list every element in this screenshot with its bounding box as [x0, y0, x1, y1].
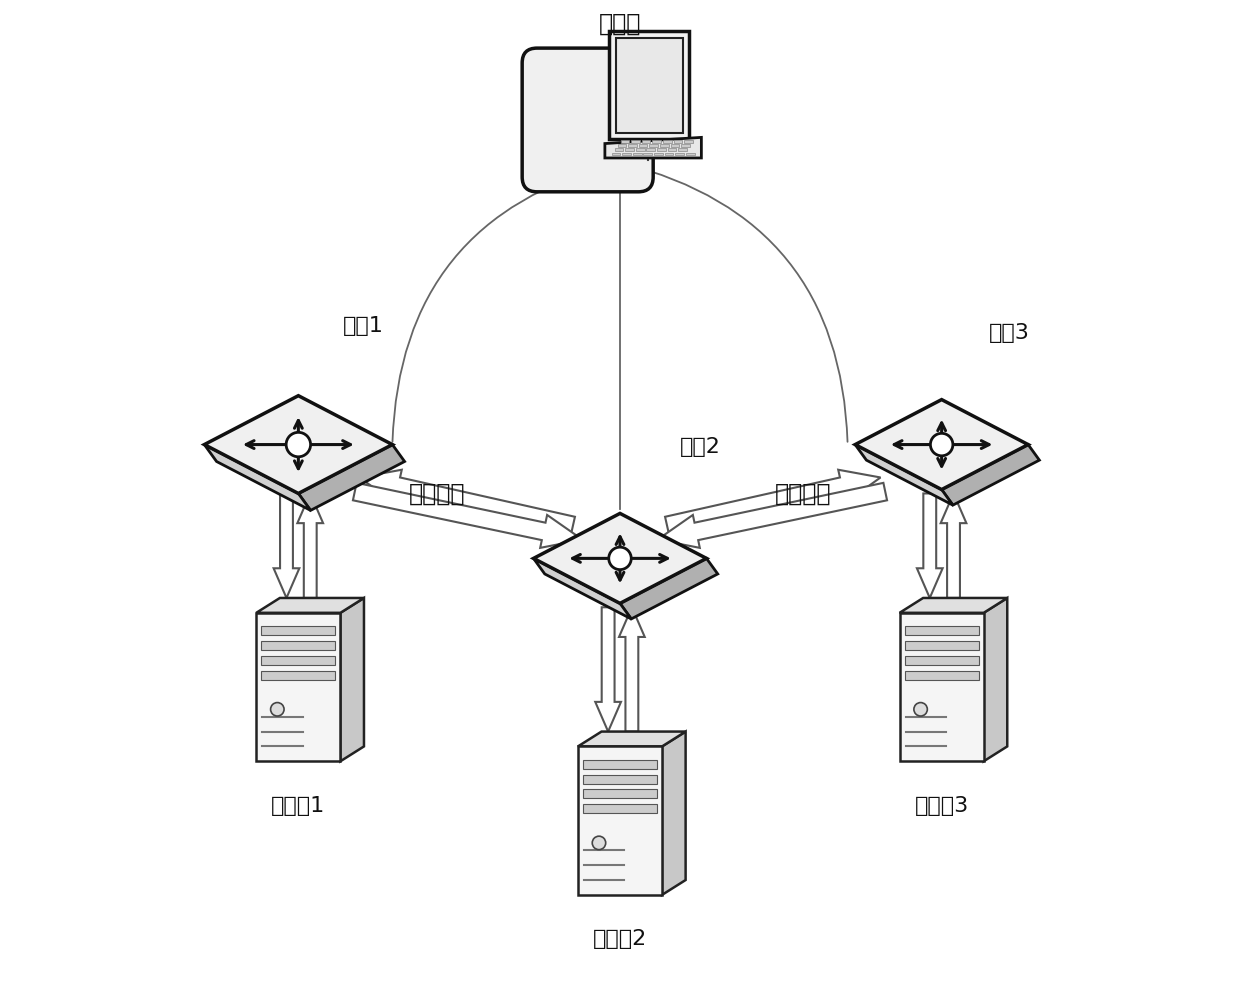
Bar	[657, 149, 666, 152]
Polygon shape	[533, 558, 631, 619]
Bar	[652, 141, 661, 143]
Polygon shape	[595, 607, 621, 732]
Circle shape	[286, 432, 310, 457]
Text: 站点1: 站点1	[343, 315, 383, 335]
Bar	[653, 153, 662, 156]
Bar	[625, 149, 634, 152]
Text: 站点3: 站点3	[990, 323, 1030, 343]
Bar	[642, 141, 651, 143]
Polygon shape	[983, 598, 1007, 761]
Polygon shape	[205, 395, 392, 493]
Polygon shape	[274, 493, 299, 598]
Bar	[686, 153, 694, 156]
Polygon shape	[257, 598, 365, 613]
Bar	[618, 145, 626, 148]
Bar	[636, 149, 645, 152]
Polygon shape	[299, 444, 404, 510]
Polygon shape	[856, 399, 1028, 490]
Bar	[904, 626, 978, 635]
Polygon shape	[605, 138, 702, 158]
Bar	[620, 141, 629, 143]
Bar	[611, 153, 620, 156]
Polygon shape	[941, 493, 966, 598]
Bar	[615, 149, 624, 152]
Bar	[631, 141, 640, 143]
Circle shape	[270, 703, 284, 716]
Text: 数据同步: 数据同步	[775, 482, 831, 506]
Bar	[639, 145, 647, 148]
Bar	[671, 145, 680, 148]
Bar	[676, 153, 684, 156]
Polygon shape	[916, 493, 942, 598]
Polygon shape	[578, 747, 662, 895]
Bar	[632, 153, 641, 156]
Bar	[609, 31, 689, 139]
Bar	[665, 153, 673, 156]
Text: 服务制3: 服务制3	[915, 795, 968, 815]
Bar	[583, 759, 657, 768]
Bar	[663, 141, 672, 143]
Text: 客户端: 客户端	[599, 12, 641, 36]
Polygon shape	[856, 444, 952, 505]
Bar	[904, 641, 978, 650]
Polygon shape	[341, 598, 365, 761]
Bar	[667, 149, 676, 152]
Bar	[673, 141, 682, 143]
FancyBboxPatch shape	[522, 48, 653, 192]
FancyArrowPatch shape	[393, 164, 618, 442]
Polygon shape	[360, 470, 575, 534]
Polygon shape	[941, 444, 1039, 505]
Bar	[583, 774, 657, 783]
Bar	[262, 656, 336, 665]
Bar	[583, 789, 657, 798]
Bar	[904, 656, 978, 665]
Polygon shape	[533, 513, 707, 604]
Bar	[684, 141, 693, 143]
Polygon shape	[665, 470, 880, 534]
Polygon shape	[353, 483, 583, 548]
Polygon shape	[899, 613, 983, 761]
Bar	[660, 145, 668, 148]
Polygon shape	[298, 493, 324, 598]
Polygon shape	[619, 607, 645, 732]
Bar	[644, 153, 652, 156]
Circle shape	[930, 433, 952, 456]
Bar	[629, 145, 637, 148]
Bar	[583, 804, 657, 813]
Bar	[650, 145, 658, 148]
Bar	[904, 671, 978, 680]
Text: 数据同步: 数据同步	[409, 482, 465, 506]
Polygon shape	[899, 598, 1007, 613]
Bar	[646, 149, 655, 152]
Bar	[262, 626, 336, 635]
Bar	[622, 153, 631, 156]
Circle shape	[593, 836, 605, 849]
Text: 服务制1: 服务制1	[272, 795, 325, 815]
Polygon shape	[257, 613, 341, 761]
Bar	[262, 671, 336, 680]
Polygon shape	[205, 444, 310, 510]
Polygon shape	[662, 732, 686, 895]
Bar	[678, 149, 687, 152]
Polygon shape	[578, 732, 686, 747]
Bar	[262, 641, 336, 650]
Text: 站点2: 站点2	[680, 437, 720, 457]
Polygon shape	[657, 483, 887, 548]
Bar	[681, 145, 689, 148]
Polygon shape	[620, 558, 718, 619]
Bar	[616, 38, 683, 133]
FancyArrowPatch shape	[622, 164, 847, 442]
Circle shape	[609, 547, 631, 570]
Text: 服务制2: 服务制2	[593, 929, 647, 949]
Circle shape	[914, 703, 928, 716]
